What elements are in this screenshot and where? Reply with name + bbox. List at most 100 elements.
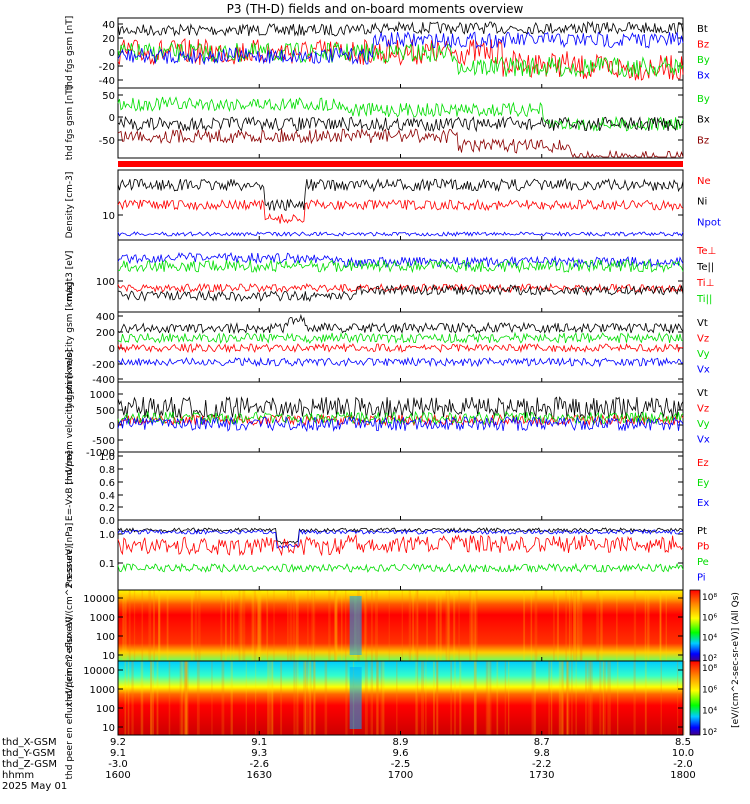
- legend-entry: Pe: [697, 557, 709, 568]
- heatmap-streak: [417, 661, 419, 735]
- colorbar-peir: [689, 589, 701, 662]
- xtick-zgsm: -2.0: [673, 759, 693, 770]
- heatmap-streak: [198, 590, 201, 661]
- heatmap-streak: [453, 590, 456, 661]
- heatmap-streak: [575, 661, 577, 735]
- heatmap-streak: [633, 661, 636, 735]
- heatmap-streak: [153, 590, 155, 661]
- xtick-ygsm: 10.0: [672, 748, 694, 759]
- page-title: P3 (TH-D) fields and on-board moments ov…: [227, 2, 524, 16]
- panel-ylabel: thd peer en eflux eV/(cm^2-s-sr-eV): [65, 616, 75, 779]
- heatmap-streak: [251, 590, 255, 661]
- heatmap-streak: [365, 590, 368, 661]
- legend-entry: Pb: [697, 542, 709, 553]
- heatmap-streak: [433, 661, 435, 735]
- heatmap-streak: [133, 590, 136, 661]
- xaxis-row-label: thd_Y-GSM: [2, 748, 55, 759]
- heatmap-streak: [426, 590, 428, 661]
- panel-ylabel: thd fgs gsm [nT]: [65, 86, 75, 161]
- heatmap-streak: [470, 590, 474, 661]
- legend-entry: Npot: [697, 217, 721, 228]
- heatmap-streak: [439, 590, 442, 661]
- legend-entry: Ez: [697, 458, 709, 469]
- heatmap-streak: [375, 590, 378, 661]
- ytick-label: 10: [102, 651, 115, 662]
- heatmap-streak: [565, 590, 567, 661]
- ytick-label: 100: [96, 632, 115, 643]
- ytick-label: -1000: [86, 448, 115, 459]
- heatmap-streak: [599, 661, 602, 735]
- heatmap-streak: [590, 661, 593, 735]
- heatmap-streak: [185, 661, 188, 735]
- heatmap-streak: [233, 590, 235, 661]
- trace-vi: [117, 313, 684, 335]
- xtick-zgsm: -2.5: [391, 759, 411, 770]
- ytick-label: 0: [109, 48, 115, 59]
- heatmap-streak: [523, 590, 526, 661]
- heatmap-streak: [273, 590, 275, 661]
- ytick-label: -500: [92, 436, 115, 447]
- ytick-label: 10000: [83, 594, 115, 605]
- heatmap-streak: [588, 661, 591, 735]
- xaxis-row-label: thd_Z-GSM: [2, 759, 57, 770]
- heatmap-streak: [292, 590, 296, 661]
- legend-entry: Vz: [697, 334, 709, 345]
- heatmap-streak: [401, 590, 403, 661]
- xtick-ygsm: 9.1: [110, 748, 126, 759]
- xtick-xgsm: 9.1: [251, 737, 267, 748]
- trace-pressure: [117, 562, 684, 574]
- trace-fgs: [117, 41, 684, 78]
- heatmap-streak: [633, 590, 637, 661]
- panel-ylabel: Pressure [nPa]: [65, 523, 75, 588]
- ytick-label: 1000: [90, 390, 115, 401]
- xtick-hhmm: 1700: [388, 770, 413, 781]
- heatmap-streak: [141, 590, 144, 661]
- flag-bar: [118, 161, 683, 167]
- xtick-hhmm: 1600: [105, 770, 130, 781]
- heatmap-feature: [349, 596, 362, 655]
- heatmap-streak: [436, 661, 439, 735]
- ytick-label: 1000: [90, 685, 115, 696]
- heatmap-streak: [341, 590, 343, 661]
- ytick-label: 50: [102, 91, 115, 102]
- trace-density: [117, 198, 684, 224]
- heatmap-streak: [415, 661, 418, 735]
- trace-temp: [117, 252, 684, 269]
- ytick-label: 0.8: [99, 465, 115, 476]
- legend-entry: Vt: [697, 318, 708, 329]
- heatmap-streak: [124, 590, 127, 661]
- xtick-zgsm: -3.0: [108, 759, 128, 770]
- trace-vi: [117, 342, 684, 354]
- heatmap-streak: [504, 661, 507, 735]
- heatmap-peir: [118, 590, 683, 661]
- legend-entry: Vt: [697, 388, 708, 399]
- heatmap-streak: [396, 661, 398, 735]
- heatmap-streak: [127, 661, 130, 735]
- heatmap-streak: [220, 590, 223, 661]
- heatmap-streak: [312, 661, 316, 735]
- heatmap-streak: [647, 590, 650, 661]
- panel-ylabel: E=-VxB [mV/m]: [65, 451, 75, 521]
- colorbar-label: [eV/(cm^2-sec-sr-eV)] (All Qs): [731, 592, 741, 728]
- heatmap-streak: [311, 590, 313, 661]
- heatmap-streak: [445, 590, 448, 661]
- heatmap-streak: [458, 590, 460, 661]
- heatmap-streak: [334, 590, 338, 661]
- heatmap-streak: [267, 590, 269, 661]
- panel-ylabel: thd peir en eflux eV/(cm^2-s-sr-eV): [65, 546, 75, 706]
- heatmap-streak: [570, 590, 572, 661]
- xtick-ygsm: 9.6: [393, 748, 409, 759]
- heatmap-streak: [196, 661, 200, 735]
- heatmap-streak: [156, 661, 159, 735]
- xtick-xgsm: 8.7: [534, 737, 550, 748]
- trace-fgs: [117, 31, 684, 65]
- heatmap-streak: [561, 661, 564, 735]
- xtick-xgsm: 8.5: [675, 737, 691, 748]
- legend-entry: Vz: [697, 404, 709, 415]
- heatmap-streak: [225, 590, 227, 661]
- xtick-hhmm: 1800: [670, 770, 695, 781]
- ytick-label: -200: [92, 360, 115, 371]
- panel-frame-fgs_dsl: [117, 87, 684, 159]
- colorbar-tick: 10⁸: [702, 593, 717, 603]
